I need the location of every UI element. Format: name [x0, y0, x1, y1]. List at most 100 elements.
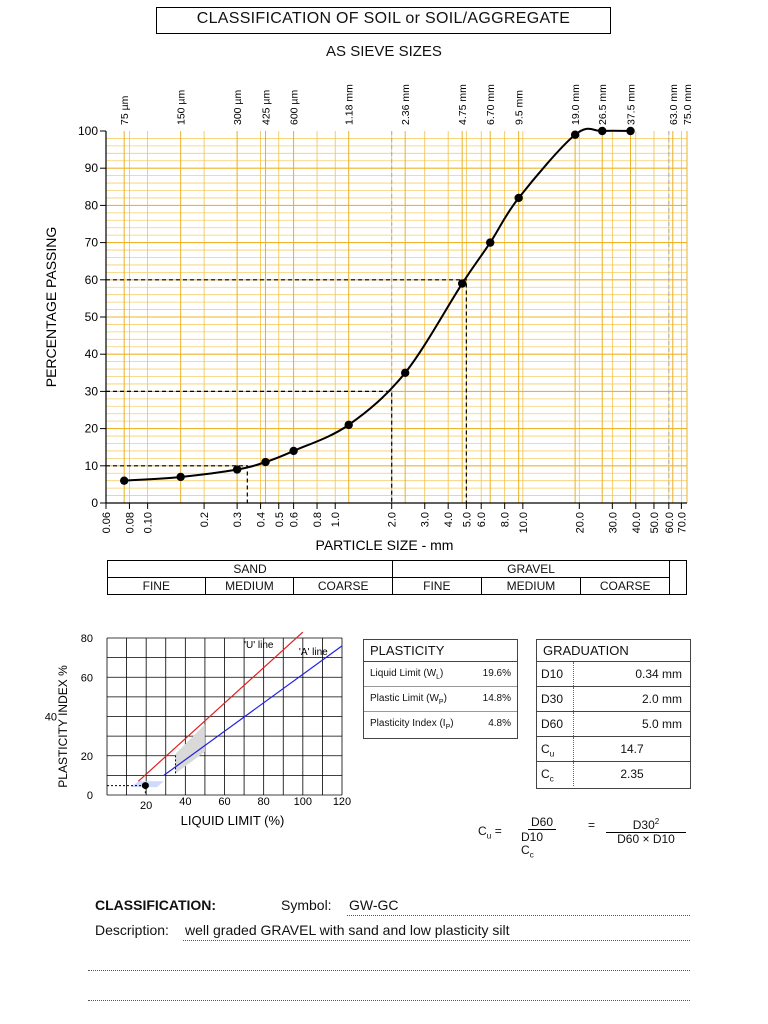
x-tick-label: 20.0 — [574, 512, 586, 533]
group-gravel: GRAVEL — [392, 560, 671, 578]
description-line — [183, 940, 690, 941]
data-point — [232, 465, 242, 474]
cu-numerator: D60 — [528, 815, 556, 830]
plasticity-index-value: 4.8% — [488, 718, 511, 729]
d60-label: D60 — [537, 712, 574, 736]
cu-denominator: D10 — [521, 830, 544, 844]
pi-x-axis-title: LIQUID LIMIT (%) — [181, 813, 285, 828]
sieve-label: 19.0 mm — [570, 84, 582, 125]
sieve-label: 75 µm — [119, 95, 131, 125]
a-line-label: 'A' line — [299, 647, 328, 658]
data-point — [176, 472, 185, 482]
group-sand: SAND — [106, 560, 394, 578]
x-tick-label: 0.5 — [274, 512, 286, 527]
gravel-fine: FINE — [392, 577, 482, 595]
cu-formula-lhs: Cu = — [478, 824, 502, 841]
x-tick-label: 0.6 — [289, 512, 301, 527]
guide-line — [106, 279, 467, 503]
pi-y-tick-label: 80 — [81, 633, 93, 645]
d60-row: D60 5.0 mm — [537, 712, 690, 737]
page-subtitle: AS SIEVE SIZES — [326, 43, 442, 60]
y-tick-label: 30 — [85, 384, 99, 398]
sieve-label: 425 µm — [261, 90, 273, 125]
sieve-label: 600 µm — [289, 90, 301, 125]
d10-label: D10 — [537, 662, 574, 686]
pi-x-tick-label: 120 — [333, 796, 351, 808]
cc-value: 2.35 — [620, 767, 644, 781]
pi-x-tick-label: 40 — [179, 796, 191, 808]
y-axis-title: PERCENTAGE PASSING — [43, 227, 59, 388]
y-tick-label: 60 — [85, 273, 99, 287]
sand-medium: MEDIUM — [204, 577, 295, 595]
plasticity-chart: 'U' line 'A' line 20 40 60 80 100 120 0 20 40 60 80 L… — [45, 631, 351, 828]
data-point — [344, 420, 353, 430]
plasticity-index-label: Plasticity Index (IP) — [370, 718, 454, 731]
liquid-limit-value: 19.6% — [482, 668, 511, 679]
liquid-limit-row: Liquid Limit (WL) 19.6% — [364, 662, 517, 687]
y-tick-label: 0 — [91, 496, 98, 510]
cu-value: 14.7 — [620, 742, 644, 756]
sieve-label: 6.70 mm — [485, 84, 497, 125]
guide-line — [106, 465, 248, 503]
cc-formula-lhs: Cc — [521, 843, 534, 860]
data-point — [570, 130, 580, 139]
symbol-value: GW-GC — [349, 897, 399, 913]
pi-x-tick-label: 20 — [140, 800, 152, 812]
blank-line-2 — [88, 1000, 690, 1001]
x-tick-label: 0.2 — [199, 512, 211, 527]
sieve-label: 37.5 mm — [626, 84, 638, 125]
data-point — [486, 238, 495, 247]
cu-row: Cu 14.7 — [537, 737, 690, 762]
plastic-limit-value: 14.8% — [482, 693, 511, 704]
pi-x-tick-label: 60 — [218, 796, 230, 808]
graduation-header: GRADUATION — [537, 640, 690, 662]
x-tick-label: 0.3 — [232, 512, 244, 527]
sand-coarse: COARSE — [293, 577, 394, 595]
classification-label: CLASSIFICATION: — [95, 897, 217, 913]
graduation-panel: GRADUATION D10 0.34 mm D30 2.0 mm D60 5.0 m… — [536, 639, 691, 789]
data-point — [598, 126, 607, 136]
plasticity-panel: PLASTICITY Liquid Limit (WL) 19.6% Plast… — [363, 639, 518, 739]
data-point — [457, 279, 467, 288]
gravel-medium: MEDIUM — [480, 577, 582, 595]
plastic-limit-row: Plastic Limit (WP) 14.8% — [364, 687, 517, 712]
pi-x-tick-label: 100 — [294, 796, 312, 808]
x-tick-label: 1.0 — [330, 512, 342, 527]
a-line — [163, 645, 343, 776]
y-tick-label: 70 — [85, 236, 99, 250]
plasticity-header: PLASTICITY — [364, 640, 517, 662]
sieve-label: 1.18 mm — [344, 84, 356, 125]
d10-row: D10 0.34 mm — [537, 662, 690, 687]
soil-size-bar: SAND GRAVEL FINE MEDIUM COARSE FINE MEDI… — [106, 560, 687, 595]
x-tick-label: 40.0 — [631, 512, 643, 533]
cu-label: Cu — [537, 737, 574, 761]
pi-y-tick-label: 40 — [45, 712, 57, 724]
cc-denominator: D60 × D10 — [617, 832, 675, 846]
sieve-label: 9.5 mm — [514, 90, 526, 125]
x-tick-label: 0.10 — [143, 512, 155, 533]
pi-y-tick-label: 0 — [87, 790, 93, 802]
sieve-label: 2.36 mm — [400, 84, 412, 125]
cc-row: Cc 2.35 — [537, 762, 690, 786]
pi-x-tick-label: 80 — [258, 796, 270, 808]
sieve-label: 26.5 mm — [597, 84, 609, 125]
y-tick-label: 100 — [78, 124, 98, 138]
pi-sample-point — [141, 782, 149, 790]
x-tick-label: 70.0 — [676, 512, 688, 533]
d30-row: D30 2.0 mm — [537, 687, 690, 712]
x-tick-label: 50.0 — [649, 512, 661, 533]
x-tick-label: 0.08 — [124, 512, 136, 533]
plastic-limit-label: Plastic Limit (WP) — [370, 693, 447, 706]
symbol-label: Symbol: — [281, 897, 332, 913]
u-line-label: 'U' line — [244, 640, 274, 651]
plasticity-index-row: Plasticity Index (IP) 4.8% — [364, 712, 517, 736]
cc-numerator: D302 — [606, 817, 686, 833]
d10-value: 0.34 mm — [635, 667, 682, 681]
y-tick-label: 40 — [85, 347, 99, 361]
sieve-label: 150 µm — [176, 90, 188, 125]
pi-y-axis-title: PLASTICITY INDEX % — [56, 665, 70, 788]
d60-value: 5.0 mm — [641, 717, 682, 731]
data-point — [119, 476, 129, 485]
x-tick-label: 4.0 — [443, 512, 455, 527]
description-value: well graded GRAVEL with sand and low pla… — [185, 922, 510, 938]
